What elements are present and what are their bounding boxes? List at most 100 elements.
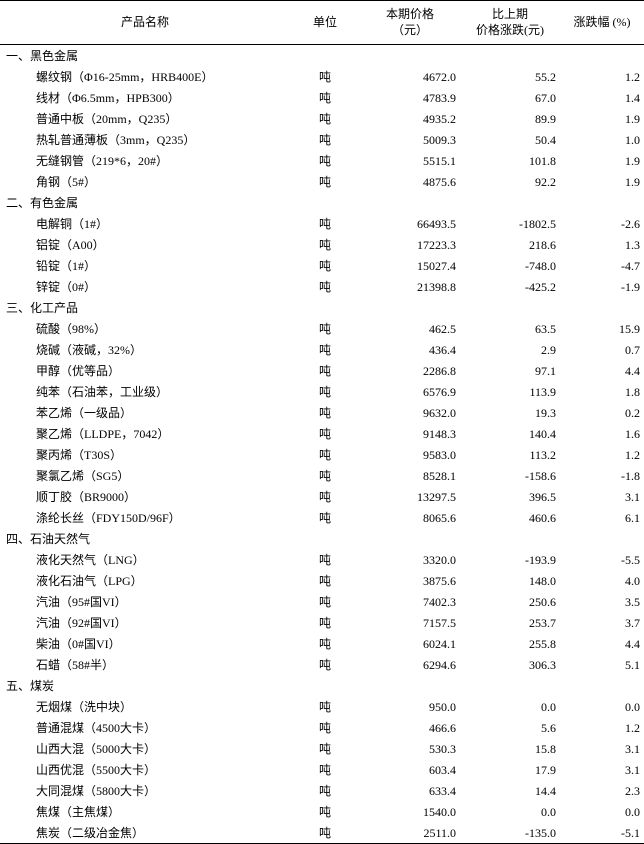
cell-name: 山西大混（5000大卡） [0, 738, 290, 759]
cell-price: 8528.1 [360, 465, 460, 486]
cell-change: -748.0 [460, 255, 560, 276]
cell-name: 无烟煤（洗中块） [0, 696, 290, 717]
cell-unit: 吨 [290, 780, 360, 801]
table-row: 山西大混（5000大卡）吨530.315.83.1 [0, 738, 644, 759]
cell-change: 148.0 [460, 570, 560, 591]
cell-pct: -1.8 [560, 465, 644, 486]
cell-name: 汽油（92#国VI） [0, 612, 290, 633]
cell-price: 4935.2 [360, 108, 460, 129]
price-table: 产品名称 单位 本期价格（元） 比上期价格涨跌(元) 涨跌幅 (%) 一、黑色金… [0, 0, 644, 844]
cell-unit: 吨 [290, 444, 360, 465]
cell-change: 67.0 [460, 87, 560, 108]
section-row: 二、有色金属 [0, 192, 644, 213]
cell-pct: 1.8 [560, 381, 644, 402]
table-row: 无烟煤（洗中块）吨950.00.00.0 [0, 696, 644, 717]
cell-name: 液化天然气（LNG） [0, 549, 290, 570]
cell-pct: 3.1 [560, 486, 644, 507]
cell-change: -158.6 [460, 465, 560, 486]
cell-price: 3875.6 [360, 570, 460, 591]
cell-change: 97.1 [460, 360, 560, 381]
cell-unit: 吨 [290, 591, 360, 612]
cell-name: 大同混煤（5800大卡） [0, 780, 290, 801]
cell-pct: 2.3 [560, 780, 644, 801]
table-row: 无缝钢管（219*6，20#）吨5515.1101.81.9 [0, 150, 644, 171]
cell-pct: 5.1 [560, 654, 644, 675]
cell-price: 436.4 [360, 339, 460, 360]
cell-price: 7402.3 [360, 591, 460, 612]
table-row: 普通混煤（4500大卡）吨466.65.61.2 [0, 717, 644, 738]
cell-name: 铝锭（A00） [0, 234, 290, 255]
cell-change: -135.0 [460, 822, 560, 844]
cell-pct: 3.1 [560, 759, 644, 780]
table-row: 锌锭（0#）吨21398.8-425.2-1.9 [0, 276, 644, 297]
cell-unit: 吨 [290, 759, 360, 780]
table-row: 角钢（5#）吨4875.692.21.9 [0, 171, 644, 192]
cell-name: 烧碱（液碱，32%） [0, 339, 290, 360]
table-row: 聚丙烯（T30S）吨9583.0113.21.2 [0, 444, 644, 465]
cell-name: 硫酸（98%） [0, 318, 290, 339]
cell-unit: 吨 [290, 339, 360, 360]
cell-change: 253.7 [460, 612, 560, 633]
cell-pct: 3.7 [560, 612, 644, 633]
cell-change: 2.9 [460, 339, 560, 360]
cell-price: 2511.0 [360, 822, 460, 844]
cell-change: 140.4 [460, 423, 560, 444]
cell-name: 山西优混（5500大卡） [0, 759, 290, 780]
section-title: 五、煤炭 [0, 675, 644, 696]
cell-price: 6024.1 [360, 633, 460, 654]
cell-name: 电解铜（1#） [0, 213, 290, 234]
cell-price: 9148.3 [360, 423, 460, 444]
table-row: 纯苯（石油苯，工业级）吨6576.9113.91.8 [0, 381, 644, 402]
cell-unit: 吨 [290, 423, 360, 444]
cell-name: 液化石油气（LPG） [0, 570, 290, 591]
table-row: 焦炭（二级冶金焦）吨2511.0-135.0-5.1 [0, 822, 644, 844]
table-body: 一、黑色金属螺纹钢（Φ16-25mm，HRB400E）吨4672.055.21.… [0, 45, 644, 844]
cell-pct: 1.2 [560, 66, 644, 87]
table-row: 硫酸（98%）吨462.563.515.9 [0, 318, 644, 339]
cell-price: 6576.9 [360, 381, 460, 402]
cell-price: 13297.5 [360, 486, 460, 507]
cell-pct: 6.1 [560, 507, 644, 528]
header-name: 产品名称 [0, 1, 290, 45]
cell-unit: 吨 [290, 381, 360, 402]
header-pct: 涨跌幅 (%) [560, 1, 644, 45]
cell-change: 113.9 [460, 381, 560, 402]
cell-name: 柴油（0#国VI） [0, 633, 290, 654]
cell-pct: -1.9 [560, 276, 644, 297]
table-row: 山西优混（5500大卡）吨603.417.93.1 [0, 759, 644, 780]
cell-change: 19.3 [460, 402, 560, 423]
cell-name: 苯乙烯（一级品） [0, 402, 290, 423]
cell-pct: 4.4 [560, 360, 644, 381]
cell-change: 14.4 [460, 780, 560, 801]
cell-name: 角钢（5#） [0, 171, 290, 192]
cell-name: 普通混煤（4500大卡） [0, 717, 290, 738]
table-row: 聚氯乙烯（SG5）吨8528.1-158.6-1.8 [0, 465, 644, 486]
cell-unit: 吨 [290, 402, 360, 423]
cell-pct: 1.2 [560, 444, 644, 465]
cell-change: 89.9 [460, 108, 560, 129]
cell-unit: 吨 [290, 276, 360, 297]
cell-change: 101.8 [460, 150, 560, 171]
cell-change: 250.6 [460, 591, 560, 612]
cell-pct: 1.3 [560, 234, 644, 255]
cell-pct: 0.0 [560, 696, 644, 717]
table-row: 焦煤（主焦煤）吨1540.00.00.0 [0, 801, 644, 822]
cell-pct: -4.7 [560, 255, 644, 276]
cell-change: -1802.5 [460, 213, 560, 234]
cell-unit: 吨 [290, 801, 360, 822]
cell-price: 6294.6 [360, 654, 460, 675]
cell-change: 0.0 [460, 801, 560, 822]
header-change: 比上期价格涨跌(元) [460, 1, 560, 45]
cell-unit: 吨 [290, 507, 360, 528]
cell-name: 螺纹钢（Φ16-25mm，HRB400E） [0, 66, 290, 87]
cell-unit: 吨 [290, 129, 360, 150]
cell-pct: 1.4 [560, 87, 644, 108]
section-title: 二、有色金属 [0, 192, 644, 213]
cell-unit: 吨 [290, 549, 360, 570]
cell-pct: 4.0 [560, 570, 644, 591]
cell-price: 7157.5 [360, 612, 460, 633]
cell-name: 汽油（95#国VI） [0, 591, 290, 612]
cell-unit: 吨 [290, 234, 360, 255]
cell-name: 热轧普通薄板（3mm，Q235） [0, 129, 290, 150]
cell-name: 顺丁胶（BR9000） [0, 486, 290, 507]
